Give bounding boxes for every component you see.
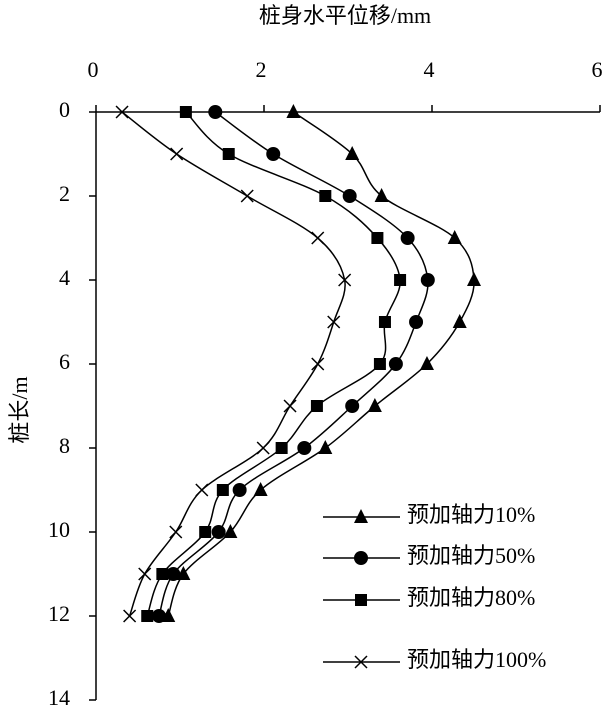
marker: [354, 509, 368, 523]
marker: [253, 482, 268, 496]
marker: [286, 104, 301, 118]
marker: [283, 399, 297, 413]
marker: [420, 273, 435, 287]
legend-label: 预加轴力10%: [407, 502, 535, 527]
marker: [452, 314, 467, 328]
x-tick-label: 0: [88, 57, 99, 82]
y-tick-label: 4: [59, 265, 70, 290]
marker: [342, 189, 357, 203]
marker: [179, 106, 192, 118]
marker: [115, 105, 129, 119]
marker: [256, 441, 270, 455]
marker: [319, 190, 332, 202]
marker: [318, 440, 333, 454]
marker: [394, 274, 407, 286]
marker: [373, 358, 386, 370]
y-tick-label: 10: [48, 517, 70, 542]
marker: [195, 483, 209, 497]
marker: [211, 525, 226, 539]
y-axis-label: 桩长/m: [7, 376, 32, 443]
y-tick-label: 6: [59, 349, 70, 374]
x-tick-label: 4: [424, 57, 435, 82]
y-tick-label: 8: [59, 433, 70, 458]
marker: [378, 316, 391, 328]
y-tick-label: 2: [59, 181, 70, 206]
marker: [152, 609, 166, 623]
marker: [123, 609, 137, 623]
marker: [297, 441, 312, 455]
marker: [345, 399, 360, 413]
marker: [354, 655, 368, 669]
marker: [199, 526, 212, 538]
marker: [310, 400, 323, 412]
marker: [467, 272, 481, 286]
marker: [166, 567, 181, 581]
marker: [216, 484, 229, 496]
marker: [371, 232, 384, 244]
marker: [275, 442, 288, 454]
marker: [374, 188, 389, 202]
marker: [400, 231, 415, 245]
marker: [222, 148, 235, 160]
legend-label: 预加轴力100%: [407, 647, 546, 672]
marker: [169, 525, 183, 539]
x-tick-label: 6: [592, 57, 603, 82]
marker: [409, 315, 424, 329]
marker: [354, 551, 368, 565]
marker: [388, 357, 403, 371]
marker: [156, 568, 169, 580]
x-tick-label: 2: [256, 57, 267, 82]
marker: [447, 230, 462, 244]
y-tick-label: 0: [59, 97, 70, 122]
marker: [311, 357, 325, 371]
marker: [138, 567, 152, 581]
marker: [327, 315, 341, 329]
legend-label: 预加轴力80%: [407, 585, 535, 610]
marker: [367, 398, 382, 412]
marker: [355, 594, 367, 606]
series-line: [121, 111, 346, 617]
marker: [208, 105, 223, 119]
marker: [141, 610, 154, 622]
marker: [240, 189, 254, 203]
y-tick-label: 14: [48, 685, 70, 708]
marker: [170, 147, 184, 161]
marker: [419, 356, 434, 370]
marker: [311, 231, 325, 245]
chart-title: 桩身水平位移/mm: [259, 3, 431, 28]
marker: [223, 524, 238, 538]
marker: [345, 146, 360, 160]
series-line: [146, 111, 401, 617]
legend-label: 预加轴力50%: [407, 543, 535, 568]
y-tick-label: 12: [48, 601, 70, 626]
marker: [176, 566, 191, 580]
marker: [232, 483, 247, 497]
series-line: [158, 111, 429, 617]
marker: [338, 273, 352, 287]
marker: [266, 147, 281, 161]
